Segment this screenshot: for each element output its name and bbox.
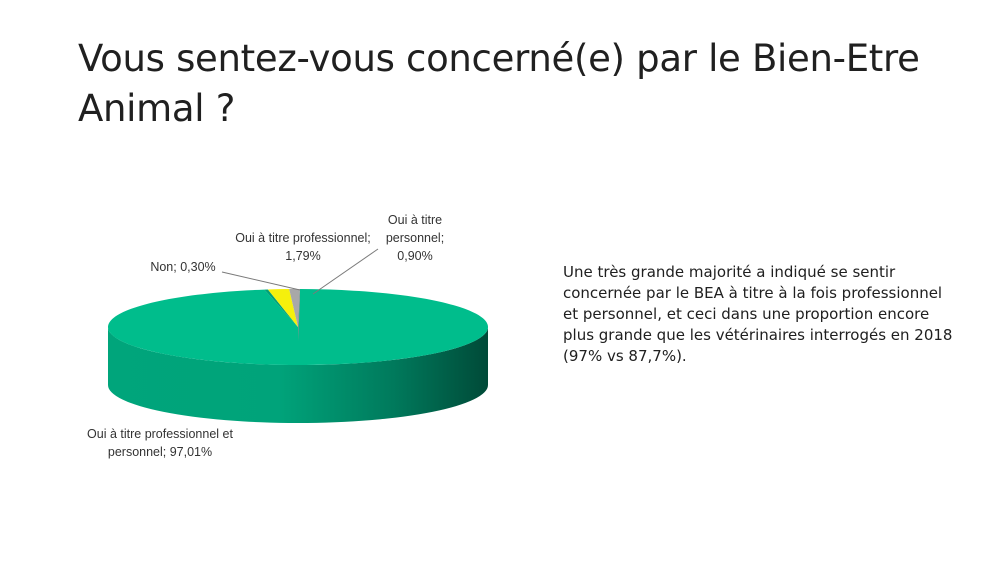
data-label-line: 0,90% [397,249,432,263]
pie-slice-non [264,289,298,327]
commentary-text: Une très grande majorité a indiqué se se… [563,263,953,365]
data-label-line: Oui à titre professionnel; [235,231,371,245]
data-label-line: personnel; [386,231,444,245]
pie-side-wall [108,327,488,423]
leader-line [221,271,301,291]
data-label: Oui à titre personnel; 0,90% [386,213,444,263]
pie-slice-oui-a-titre-personnel [289,289,300,327]
data-label-line: Oui à titre [388,213,442,227]
pie-slice-oui-a-titre-professionnel [267,289,298,327]
slide-title: Vous sentez-vous concerné(e) par le Bien… [78,37,920,130]
data-label: Non; 0,30% [150,260,215,274]
leader-line [312,248,379,295]
slice-edge-face [298,289,300,341]
pie-plot-area [108,289,489,423]
leader-lines [221,248,379,295]
data-label: Oui à titre professionnel et personnel; 9… [87,427,233,459]
data-label-line: personnel; 97,01% [108,445,212,459]
data-label-line: Oui à titre professionnel et [87,427,233,441]
data-label-line: 1,79% [285,249,320,263]
data-label-line: Non; 0,30% [150,260,215,274]
data-label: Oui à titre professionnel; 1,79% [235,231,371,263]
data-labels: Oui à titre professionnel et personnel; 9… [87,213,444,459]
